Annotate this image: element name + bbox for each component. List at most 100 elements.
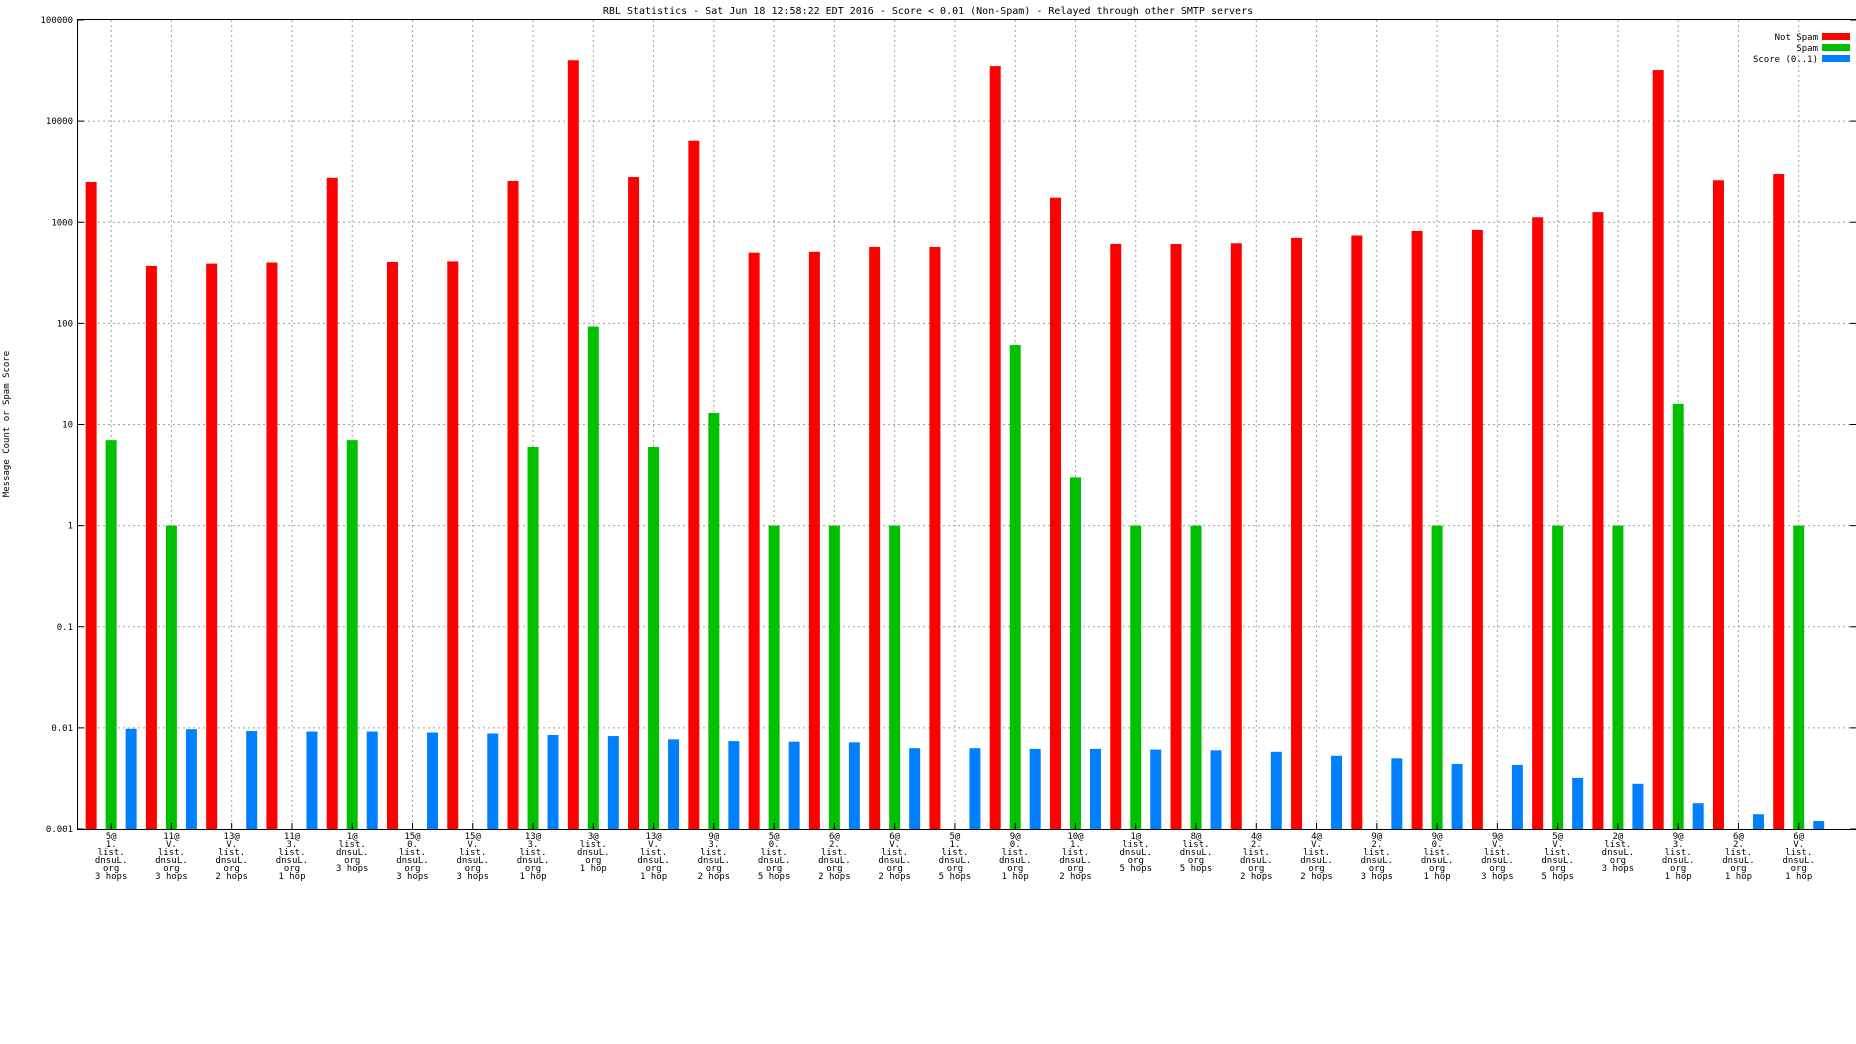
- x-tick-label-line: list.: [98, 848, 125, 858]
- x-tick-label-line: org: [1128, 856, 1144, 866]
- x-tick-label: 4@ 2. list. dnsuL. org 2 hops: [1240, 832, 1273, 882]
- y-tick-label: 0.01: [51, 724, 73, 734]
- bars: [85, 60, 1825, 830]
- x-tick-label-line: 1.: [950, 840, 961, 850]
- bar-score-0-1: [909, 748, 921, 829]
- x-tick-label-line: 1@: [347, 832, 358, 842]
- x-tick-label-line: 0.: [769, 840, 780, 850]
- x-tick-label: 13@ V. list. dnsuL. org 2 hops: [215, 832, 248, 882]
- x-tick-label-line: 4@: [1251, 832, 1262, 842]
- x-tick-label-line: 1 hop: [519, 872, 546, 882]
- x-tick-label-line: org: [1791, 864, 1807, 874]
- x-tick-label-line: org: [766, 864, 782, 874]
- bar-spam: [165, 525, 177, 829]
- x-tick-label: 6@ V. list. dnsuL. org 2 hops: [878, 832, 911, 882]
- x-tick-label-line: 6@: [889, 832, 900, 842]
- x-tick-label-line: list.: [700, 848, 727, 858]
- bar-spam: [105, 440, 117, 829]
- x-tick-label-line: list.: [339, 840, 366, 850]
- bar-spam: [346, 440, 358, 829]
- x-tick-label-line: 1@: [1130, 832, 1141, 842]
- y-tick-label: 1000: [51, 218, 73, 228]
- x-tick-label-line: list.: [1665, 848, 1692, 858]
- bar-score-0-1: [1089, 748, 1101, 829]
- x-tick-label-line: 1.: [1070, 840, 1081, 850]
- x-tick-label-line: org: [706, 864, 722, 874]
- x-tick-label-line: dnsuL.: [878, 856, 911, 866]
- x-tick-label-line: 3 hops: [95, 872, 128, 882]
- bar-not-spam: [688, 140, 700, 830]
- x-tick-label-line: list.: [1544, 848, 1571, 858]
- bar-spam: [527, 446, 539, 829]
- x-tick-label-line: 13@: [224, 832, 241, 842]
- x-tick-label: 3@ list. dnsuL. org 1 hop: [577, 832, 610, 874]
- x-tick-label-line: list.: [459, 848, 486, 858]
- bar-score-0-1: [1331, 755, 1343, 829]
- x-tick-label-line: list.: [1303, 848, 1330, 858]
- x-tick-label-line: org: [103, 864, 119, 874]
- x-tick-label-line: list.: [881, 848, 908, 858]
- bar-spam: [1612, 525, 1624, 829]
- x-tick-label-line: 5 hops: [1541, 872, 1574, 882]
- bar-score-0-1: [547, 735, 559, 829]
- x-tick-label-line: 9@: [708, 832, 719, 842]
- x-tick-label-line: V.: [648, 840, 659, 850]
- x-tick-label-line: dnsuL.: [939, 856, 972, 866]
- bar-not-spam: [206, 263, 218, 829]
- bar-score-0-1: [125, 728, 137, 829]
- x-tick-label-line: dnsuL.: [457, 856, 490, 866]
- x-tick-label-line: 15@: [465, 832, 482, 842]
- legend-label: Spam: [1796, 44, 1818, 54]
- bar-spam: [1009, 345, 1021, 829]
- x-tick-label-line: org: [1248, 864, 1264, 874]
- bar-score-0-1: [1210, 750, 1222, 829]
- x-tick-label: 13@ V. list. dnsuL. org 1 hop: [637, 832, 670, 882]
- x-tick-label-line: 11@: [163, 832, 180, 842]
- bar-not-spam: [989, 66, 1001, 829]
- x-tick-label-line: list.: [761, 848, 788, 858]
- x-tick-label-line: 5 hops: [1119, 864, 1152, 874]
- bar-spam: [1552, 525, 1564, 829]
- x-tick-label: 2@ list. dnsuL. org 3 hops: [1602, 832, 1635, 874]
- bar-spam: [828, 525, 840, 829]
- bar-spam: [1130, 525, 1142, 829]
- x-tick-label-line: 1 hop: [278, 872, 305, 882]
- bar-score-0-1: [788, 741, 800, 829]
- x-tick-label-line: dnsuL.: [818, 856, 851, 866]
- x-tick-label-line: 2 hops: [1240, 872, 1273, 882]
- x-tick-label-line: 5@: [106, 832, 117, 842]
- x-tick-label-line: 3 hops: [1602, 864, 1635, 874]
- bar-not-spam: [628, 177, 640, 830]
- x-tick-label-line: dnsuL.: [155, 856, 188, 866]
- bar-score-0-1: [848, 742, 860, 829]
- bar-score-0-1: [426, 732, 438, 829]
- bar-spam: [708, 412, 720, 829]
- x-tick-label-line: 2 hops: [1059, 872, 1092, 882]
- x-tick-label-line: 2 hops: [1300, 872, 1333, 882]
- y-tick-label: 100: [57, 319, 73, 329]
- x-tick-label-line: org: [1610, 856, 1626, 866]
- bar-not-spam: [1532, 217, 1544, 829]
- bar-spam: [1672, 403, 1684, 829]
- x-tick-label-line: org: [1308, 864, 1324, 874]
- x-tick-label: 9@ 2. list. dnsuL. org 3 hops: [1361, 832, 1394, 882]
- bar-spam: [648, 446, 660, 829]
- x-tick-label: 9@ 0. list. dnsuL. org 1 hop: [1421, 832, 1454, 882]
- x-tick-label-line: list.: [1424, 848, 1451, 858]
- bar-score-0-1: [366, 731, 378, 829]
- bar-not-spam: [1110, 243, 1122, 830]
- x-tick-label-line: 6@: [829, 832, 840, 842]
- x-tick-label: 9@ 3. list. dnsuL. org 1 hop: [1662, 832, 1695, 882]
- x-tick-label-line: 5 hops: [939, 872, 972, 882]
- x-tick-label-line: 1 hop: [1725, 872, 1752, 882]
- x-tick-label-line: list.: [218, 848, 245, 858]
- x-tick-label-line: org: [404, 864, 420, 874]
- x-tick-label-line: list.: [821, 848, 848, 858]
- bar-score-0-1: [1270, 751, 1282, 829]
- x-tick-label-line: V.: [467, 840, 478, 850]
- bar-not-spam: [447, 261, 459, 829]
- x-tick-label-line: 1 hop: [640, 872, 667, 882]
- x-tick-label-line: dnsuL.: [577, 848, 610, 858]
